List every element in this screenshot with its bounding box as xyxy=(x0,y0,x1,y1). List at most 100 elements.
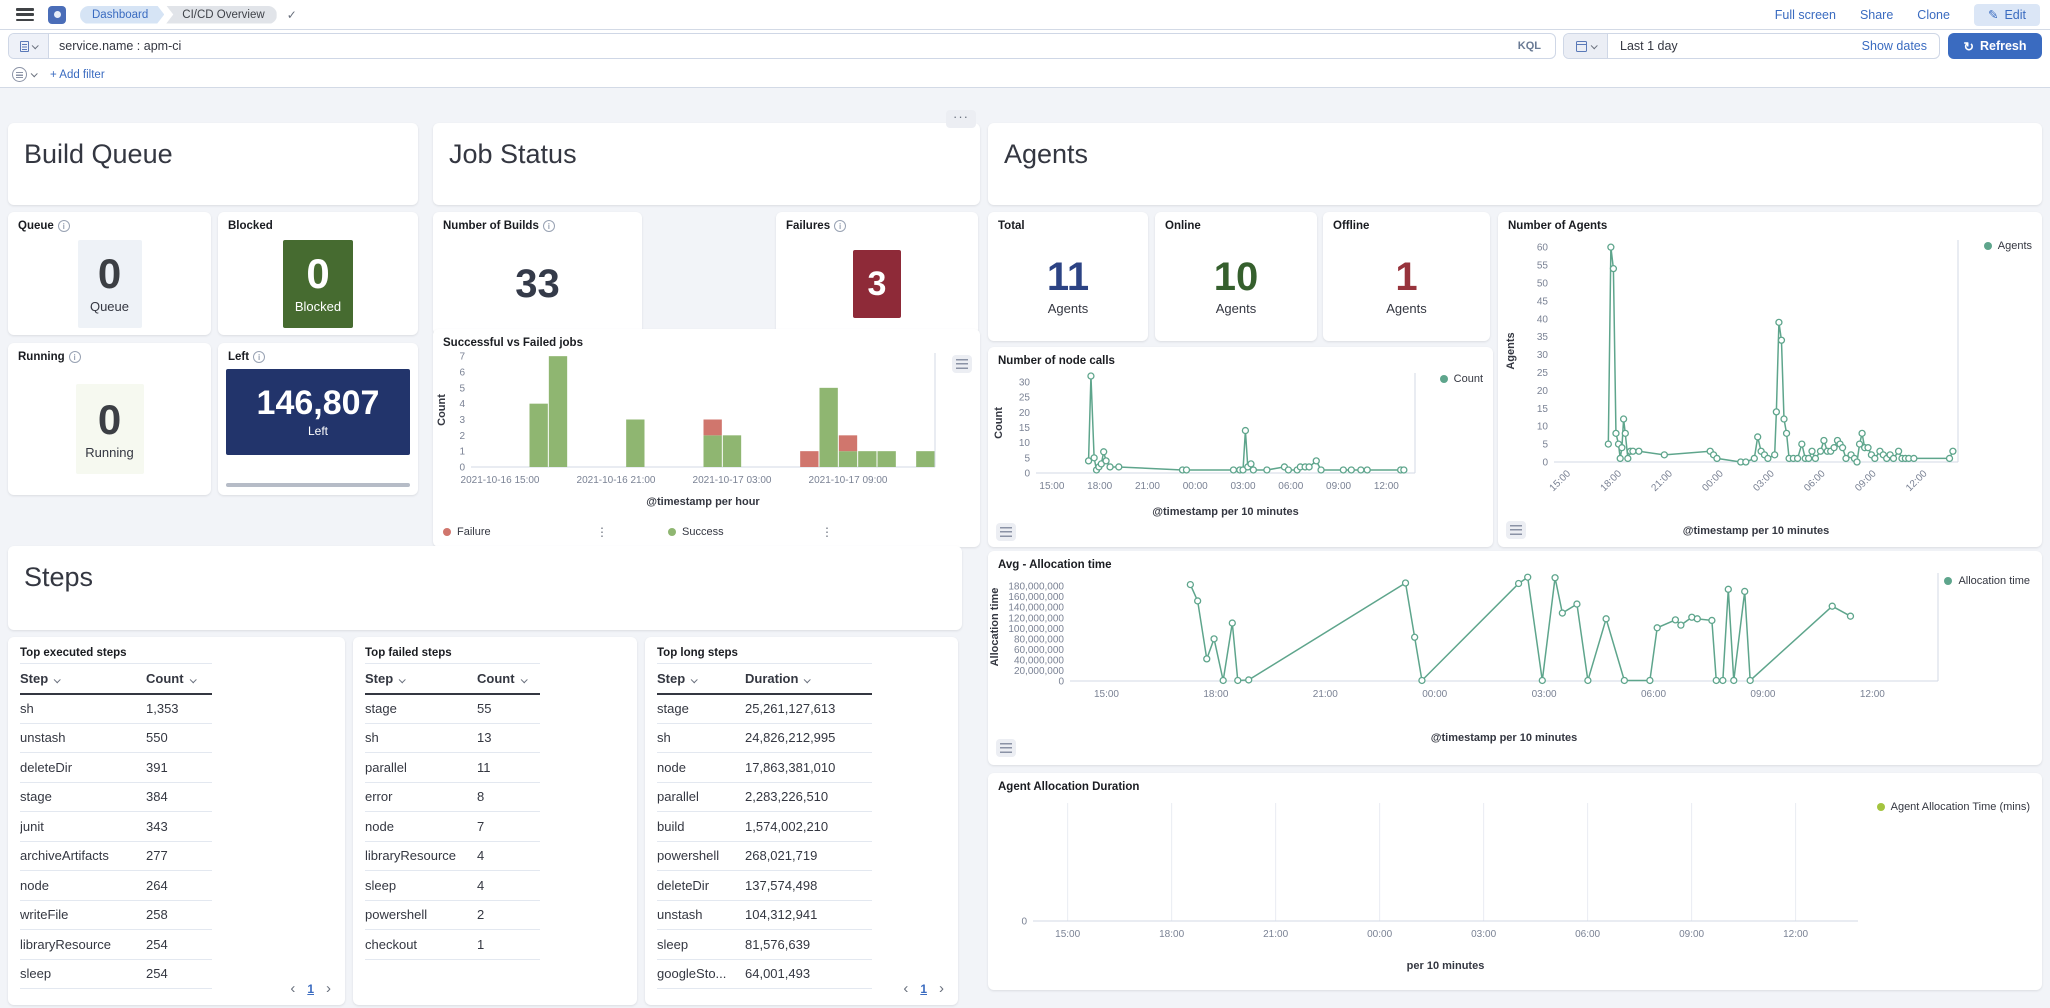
kql-syntax-button[interactable]: KQL xyxy=(1517,40,1541,52)
legend-toggle-icon[interactable] xyxy=(1506,521,1526,539)
svg-text:21:00: 21:00 xyxy=(1649,468,1675,494)
add-filter-button[interactable]: + Add filter xyxy=(50,68,105,81)
table-row[interactable]: stage 55 xyxy=(365,693,540,724)
successful-vs-failed-jobs-panel[interactable]: Successful vs Failed jobs 0 1 2 3 4 5 6 7 2021-1… xyxy=(433,329,980,547)
legend-actions-icon[interactable]: ⋮ xyxy=(821,525,833,539)
failures-metric-panel[interactable]: Failures i 3 xyxy=(776,212,978,335)
filter-icon[interactable] xyxy=(12,67,27,82)
column-header-duration[interactable]: Duration xyxy=(745,663,872,695)
online-agents-metric-panel[interactable]: Online 10 Agents xyxy=(1155,212,1317,341)
table-row[interactable]: writeFile 258 xyxy=(20,900,212,930)
svg-text:30: 30 xyxy=(1537,350,1549,361)
saved-query-menu-button[interactable] xyxy=(9,34,49,58)
table-row[interactable]: build 1,574,002,210 xyxy=(657,811,872,842)
sort-chevron-icon xyxy=(520,676,528,684)
breadcrumb-current[interactable]: CI/CD Overview xyxy=(166,5,277,24)
space-avatar[interactable] xyxy=(48,5,66,24)
pagination-next-icon[interactable]: › xyxy=(326,980,331,997)
table-row[interactable]: node 17,863,381,010 xyxy=(657,752,872,783)
number-of-node-calls-panel[interactable]: Number of node calls Count 0 5 10 15 20 25 30 1… xyxy=(988,347,1493,547)
number-of-builds-metric-panel[interactable]: Number of Builds i 33 xyxy=(433,212,642,335)
table-row[interactable]: archiveArtifacts 277 xyxy=(20,841,212,871)
running-metric-panel[interactable]: Running i 0 Running xyxy=(8,343,211,495)
legend-actions-icon[interactable]: ⋮ xyxy=(596,525,608,539)
table-cell: node xyxy=(365,811,477,842)
table-row[interactable]: deleteDir 391 xyxy=(20,752,212,783)
pagination-page-1[interactable]: 1 xyxy=(307,981,314,996)
full-screen-link[interactable]: Full screen xyxy=(1774,7,1836,22)
table-row[interactable]: unstash 550 xyxy=(20,723,212,753)
show-dates-button[interactable]: Show dates xyxy=(1861,39,1927,53)
table-row[interactable]: googleSto... 64,001,493 xyxy=(657,959,872,989)
legend-item-agent-allocation-time[interactable]: Agent Allocation Time (mins) xyxy=(1876,801,2030,813)
horizontal-scrollbar[interactable] xyxy=(226,483,410,487)
refresh-button[interactable]: ↻ Refresh xyxy=(1948,33,2042,59)
svg-text:40: 40 xyxy=(1537,314,1549,325)
top-failed-steps-panel[interactable]: Top failed steps Step Count stage 55 sh 13 par… xyxy=(353,637,637,1005)
legend-toggle-icon[interactable] xyxy=(952,355,972,373)
number-of-agents-panel[interactable]: Number of Agents Agents 0 5 10 15 20 25 30 35 40… xyxy=(1498,212,2042,547)
query-text[interactable]: service.name : apm-ci xyxy=(59,39,182,53)
top-long-steps-panel[interactable]: Top long steps Step Duration stage 25,261,1… xyxy=(645,637,958,1005)
total-agents-metric-panel[interactable]: Total 11 Agents xyxy=(988,212,1148,341)
table-row[interactable]: error 8 xyxy=(365,782,540,812)
table-row[interactable]: node 7 xyxy=(365,811,540,842)
time-range-value[interactable]: Last 1 day xyxy=(1620,39,1678,53)
legend-toggle-icon[interactable] xyxy=(996,523,1016,541)
table-cell: writeFile xyxy=(20,900,146,930)
table-row[interactable]: parallel 11 xyxy=(365,752,540,783)
column-header-count[interactable]: Count xyxy=(477,663,540,695)
query-input[interactable]: service.name : apm-ci KQL xyxy=(8,33,1556,59)
column-header-count[interactable]: Count xyxy=(146,663,212,695)
table-cell: stage xyxy=(657,693,745,724)
table-row[interactable]: sh 13 xyxy=(365,723,540,753)
edit-button[interactable]: ✎ Edit xyxy=(1973,3,2040,26)
top-executed-steps-panel[interactable]: Top executed steps Step Count sh 1,353 unsta… xyxy=(8,637,345,1005)
table-row[interactable]: sh 1,353 xyxy=(20,693,212,724)
legend-item-failure[interactable]: Failure ⋮ xyxy=(443,525,648,539)
blocked-metric-panel[interactable]: Blocked 0 Blocked xyxy=(218,212,418,335)
legend-toggle-icon[interactable] xyxy=(996,739,1016,757)
table-row[interactable]: junit 343 xyxy=(20,811,212,842)
table-row[interactable]: unstash 104,312,941 xyxy=(657,900,872,930)
table-row[interactable]: powershell 268,021,719 xyxy=(657,841,872,871)
panel-options-icon[interactable]: ··· xyxy=(946,110,976,128)
table-row[interactable]: stage 25,261,127,613 xyxy=(657,693,872,724)
column-header-step[interactable]: Step xyxy=(20,663,146,695)
breadcrumb-dashboard[interactable]: Dashboard xyxy=(80,6,164,24)
table-row[interactable]: checkout 1 xyxy=(365,929,540,960)
left-metric-panel[interactable]: Left i 146,807 Left xyxy=(218,343,418,495)
clone-link[interactable]: Clone xyxy=(1917,7,1950,22)
legend-item-allocation-time[interactable]: Allocation time xyxy=(1944,575,2030,587)
table-row[interactable]: stage 384 xyxy=(20,782,212,812)
table-row[interactable]: parallel 2,283,226,510 xyxy=(657,782,872,812)
pagination-next-icon[interactable]: › xyxy=(939,980,944,997)
table-row[interactable]: deleteDir 137,574,498 xyxy=(657,870,872,901)
pagination-prev-icon[interactable]: ‹ xyxy=(290,980,296,997)
table-cell: 254 xyxy=(146,959,212,989)
share-link[interactable]: Share xyxy=(1859,7,1894,22)
legend-item-count[interactable]: Count xyxy=(1439,373,1483,385)
table-row[interactable]: libraryResource 254 xyxy=(20,929,212,960)
column-header-step[interactable]: Step xyxy=(365,663,477,695)
table-row[interactable]: sleep 254 xyxy=(20,959,212,989)
pagination-prev-icon[interactable]: ‹ xyxy=(903,980,909,997)
table-row[interactable]: sleep 81,576,639 xyxy=(657,929,872,960)
legend-item-success[interactable]: Success ⋮ xyxy=(668,525,873,539)
pagination-page-1[interactable]: 1 xyxy=(920,981,927,996)
queue-metric-panel[interactable]: Queue i 0 Queue xyxy=(8,212,211,335)
table-row[interactable]: node 264 xyxy=(20,870,212,901)
table-row[interactable]: powershell 2 xyxy=(365,900,540,930)
table-row[interactable]: sh 24,826,212,995 xyxy=(657,723,872,753)
date-picker[interactable]: Last 1 day Show dates xyxy=(1563,33,1940,59)
offline-agents-metric-panel[interactable]: Offline 1 Agents xyxy=(1323,212,1490,341)
menu-toggle-icon[interactable] xyxy=(16,8,34,21)
table-row[interactable]: libraryResource 4 xyxy=(365,841,540,871)
column-header-step[interactable]: Step xyxy=(657,663,745,695)
table-row[interactable]: sleep 4 xyxy=(365,870,540,901)
legend-item-agents[interactable]: Agents xyxy=(1983,240,2032,252)
svg-text:1: 1 xyxy=(459,447,465,458)
agent-allocation-duration-panel[interactable]: Agent Allocation Duration Agent Allocati… xyxy=(988,773,2042,990)
quick-select-menu-button[interactable] xyxy=(1564,34,1608,58)
